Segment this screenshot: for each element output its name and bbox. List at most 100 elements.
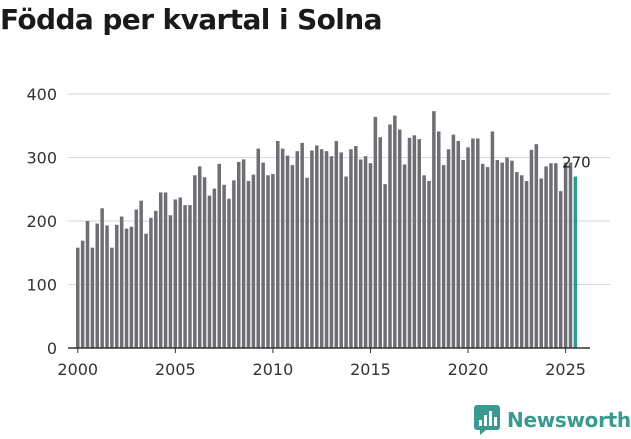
bar [441, 165, 446, 348]
bar [241, 159, 246, 348]
bar [276, 140, 280, 348]
bar [568, 162, 573, 348]
bar [261, 162, 265, 348]
bar [329, 156, 334, 348]
bar [495, 160, 500, 348]
bar [212, 188, 217, 348]
bar [549, 163, 553, 348]
bar [183, 205, 187, 349]
bar [300, 142, 304, 348]
data-label-latest: 270 [562, 154, 591, 172]
newsworthy-logo-text: Newsworthy [507, 408, 631, 432]
bar [363, 156, 368, 348]
bar [500, 162, 504, 348]
newsworthy-logo: Newsworthy [474, 405, 631, 435]
bar [378, 137, 382, 348]
bar [534, 144, 539, 348]
bar [110, 247, 114, 348]
bar [232, 180, 236, 348]
bar [446, 149, 451, 348]
bar [246, 181, 251, 348]
bar-chart: 0 100 200 300 400 2000 2005 2010 2015 2020 2025 2… [26, 85, 610, 379]
bar [510, 160, 514, 348]
bar [529, 149, 534, 348]
bar [456, 140, 461, 348]
bar [519, 175, 524, 348]
chart-title: Födda per kvartal i Solna [0, 3, 383, 36]
bar [168, 215, 173, 348]
bar [437, 131, 441, 348]
y-tick-label: 100 [26, 276, 57, 295]
bar [539, 178, 543, 348]
bar [105, 225, 109, 348]
bar [427, 181, 431, 348]
x-tick-label: 2015 [350, 360, 391, 379]
bar [515, 172, 519, 348]
bar [222, 184, 226, 348]
bar [417, 139, 422, 348]
bar [373, 116, 378, 348]
gridlines [68, 93, 610, 285]
bar [432, 111, 436, 349]
bar [505, 157, 509, 348]
bar [95, 223, 100, 348]
bar [315, 145, 319, 348]
bar [256, 148, 261, 348]
bar [471, 138, 475, 348]
y-tick-label: 400 [26, 85, 57, 104]
bar [485, 167, 490, 348]
bar [466, 147, 470, 348]
bar [158, 192, 163, 348]
bar [115, 224, 119, 348]
x-tick-label: 2000 [57, 360, 98, 379]
bar [134, 209, 139, 348]
y-tick-label: 300 [26, 149, 57, 168]
y-tick-label: 0 [47, 339, 57, 358]
bar [207, 195, 212, 348]
bar [339, 152, 343, 348]
bar [324, 151, 329, 348]
bar [85, 221, 90, 348]
x-axis [68, 347, 590, 353]
newsworthy-logo-icon [474, 405, 500, 435]
bar [139, 200, 143, 348]
bar [388, 124, 392, 348]
bar [554, 163, 558, 348]
bar [319, 149, 324, 348]
bar [368, 163, 373, 348]
bar [344, 176, 348, 348]
bar [144, 233, 148, 348]
bar-latest [573, 176, 578, 348]
x-tick-label: 2025 [545, 360, 586, 379]
bar [461, 160, 465, 348]
bar [451, 134, 456, 348]
x-tick-label: 2020 [448, 360, 489, 379]
bar [383, 184, 387, 348]
bar [173, 199, 178, 348]
bar [558, 191, 563, 348]
bar [80, 240, 85, 348]
bar [349, 149, 353, 348]
bar [305, 177, 309, 348]
bar [178, 197, 182, 348]
bar [217, 163, 221, 348]
bars [76, 111, 578, 349]
bar [119, 216, 124, 348]
bar [236, 161, 241, 348]
bar [393, 115, 397, 348]
data-labels: 270 [562, 154, 591, 172]
bar [490, 131, 495, 348]
y-tick-label: 200 [26, 212, 57, 231]
bar [295, 151, 300, 348]
bar [280, 148, 285, 348]
bar [149, 217, 153, 348]
bar [188, 205, 192, 349]
bar [285, 155, 290, 348]
bar [266, 175, 270, 348]
bar [100, 208, 104, 348]
bar [402, 164, 407, 348]
bar [476, 138, 480, 348]
y-axis-tick-labels: 0 100 200 300 400 [26, 85, 57, 358]
bar [334, 140, 339, 348]
bar [290, 165, 295, 348]
